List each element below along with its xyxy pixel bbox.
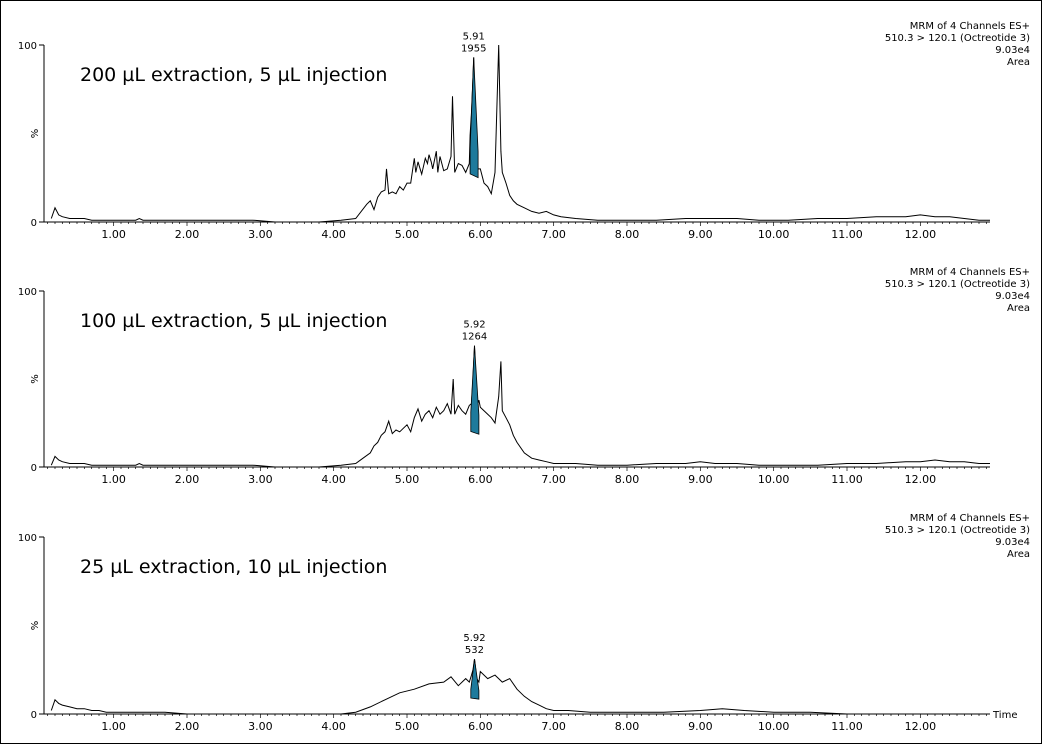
x-tick-label: 5.00	[395, 228, 420, 241]
x-tick-label: 9.00	[688, 720, 713, 733]
channel-info-line: MRM of 4 Channels ES+	[910, 267, 1030, 278]
x-tick-label: 3.00	[248, 228, 273, 241]
x-tick-label: 1.00	[101, 720, 126, 733]
x-tick-label: 6.00	[468, 720, 493, 733]
x-tick-label: 12.00	[905, 228, 937, 241]
peak-area-value: 532	[465, 645, 484, 656]
peak-area-value: 1264	[462, 332, 487, 343]
peak-retention-time: 5.91	[463, 31, 485, 42]
channel-info-line: Area	[1007, 57, 1030, 68]
x-tick-label: 8.00	[615, 228, 640, 241]
x-tick-label: 12.00	[905, 720, 937, 733]
channel-info-line: 510.3 > 120.1 (Octreotide 3)	[885, 279, 1030, 290]
x-tick-label: 4.00	[321, 473, 346, 486]
x-tick-label: 6.00	[468, 228, 493, 241]
x-tick-label: 5.00	[395, 473, 420, 486]
x-tick-label: 6.00	[468, 473, 493, 486]
x-tick-label: 2.00	[175, 228, 200, 241]
channel-info-line: 9.03e4	[995, 45, 1030, 56]
integrated-peak-area	[469, 57, 479, 179]
x-tick-label: 3.00	[248, 473, 273, 486]
channel-info-line: MRM of 4 Channels ES+	[910, 21, 1030, 32]
x-tick-label: 11.00	[831, 473, 863, 486]
y-tick-label: 0	[31, 218, 37, 229]
x-tick-label: 5.00	[395, 720, 420, 733]
y-tick-label: 0	[31, 710, 37, 721]
chromatogram-trace	[50, 345, 990, 468]
channel-info-line: 510.3 > 120.1 (Octreotide 3)	[885, 525, 1030, 536]
y-axis-label: %	[30, 129, 41, 139]
x-tick-label: 8.00	[615, 473, 640, 486]
x-tick-label: 9.00	[688, 473, 713, 486]
integrated-peak-area	[470, 659, 480, 700]
panel-title: 200 µL extraction, 5 µL injection	[80, 64, 387, 86]
channel-info-line: MRM of 4 Channels ES+	[910, 513, 1030, 524]
x-tick-label: 7.00	[541, 228, 566, 241]
channel-info-line: Area	[1007, 549, 1030, 560]
y-tick-label: 0	[31, 463, 37, 474]
x-tick-label: 7.00	[541, 473, 566, 486]
panel-title: 100 µL extraction, 5 µL injection	[80, 310, 387, 332]
x-tick-label: 7.00	[541, 720, 566, 733]
channel-info-line: 510.3 > 120.1 (Octreotide 3)	[885, 33, 1030, 44]
x-tick-label: 2.00	[175, 473, 200, 486]
y-axis-label: %	[30, 621, 41, 631]
y-tick-label: 100	[18, 41, 37, 52]
x-tick-label: 12.00	[905, 473, 937, 486]
channel-info-line: 9.03e4	[995, 537, 1030, 548]
x-tick-label: 10.00	[758, 720, 790, 733]
x-tick-label: 4.00	[321, 228, 346, 241]
x-tick-label: 10.00	[758, 473, 790, 486]
y-tick-label: 100	[18, 287, 37, 298]
x-tick-label: 4.00	[321, 720, 346, 733]
peak-retention-time: 5.92	[463, 320, 485, 331]
chromatogram-trace	[50, 44, 990, 223]
x-tick-label: 11.00	[831, 228, 863, 241]
x-tick-label: 11.00	[831, 720, 863, 733]
x-tick-label: 10.00	[758, 228, 790, 241]
x-tick-label: 2.00	[175, 720, 200, 733]
chromatogram-trace	[50, 659, 990, 715]
y-axis-label: %	[30, 374, 41, 384]
channel-info-line: Area	[1007, 303, 1030, 314]
x-tick-label: 8.00	[615, 720, 640, 733]
peak-area-value: 1955	[461, 43, 486, 54]
x-tick-label: 1.00	[101, 473, 126, 486]
x-tick-label: 9.00	[688, 228, 713, 241]
y-tick-label: 100	[18, 533, 37, 544]
x-tick-label: 1.00	[101, 228, 126, 241]
panel-title: 25 µL extraction, 10 µL injection	[80, 556, 387, 578]
x-axis-label: Time	[992, 710, 1017, 721]
channel-info-line: 9.03e4	[995, 291, 1030, 302]
x-tick-label: 3.00	[248, 720, 273, 733]
peak-retention-time: 5.92	[463, 633, 485, 644]
integrated-peak-area	[470, 345, 480, 435]
